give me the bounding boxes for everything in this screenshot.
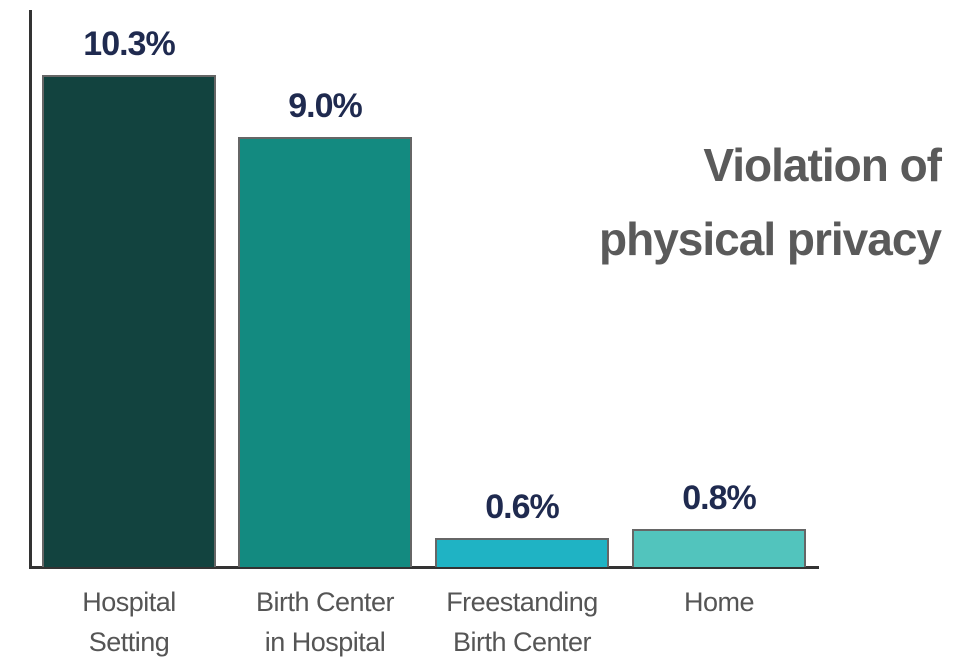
- x-tick-label: Hospital Setting: [82, 587, 176, 657]
- bar: [238, 136, 412, 567]
- x-tick-label: Birth Center in Hospital: [255, 587, 395, 657]
- value-label: 0.6%: [485, 488, 560, 527]
- y-axis: [29, 10, 32, 568]
- x-tick-label: Freestanding Birth Center: [446, 587, 598, 657]
- x-tick-label: Home: [683, 587, 755, 617]
- value-label: 10.3%: [83, 24, 175, 63]
- value-label: 0.8%: [682, 478, 757, 517]
- bar: [42, 74, 216, 567]
- chart-title: Violation of physical privacy: [599, 139, 942, 265]
- x-axis: [29, 566, 819, 569]
- bar: [435, 538, 609, 567]
- value-label: 9.0%: [288, 86, 363, 125]
- bar: [632, 528, 806, 567]
